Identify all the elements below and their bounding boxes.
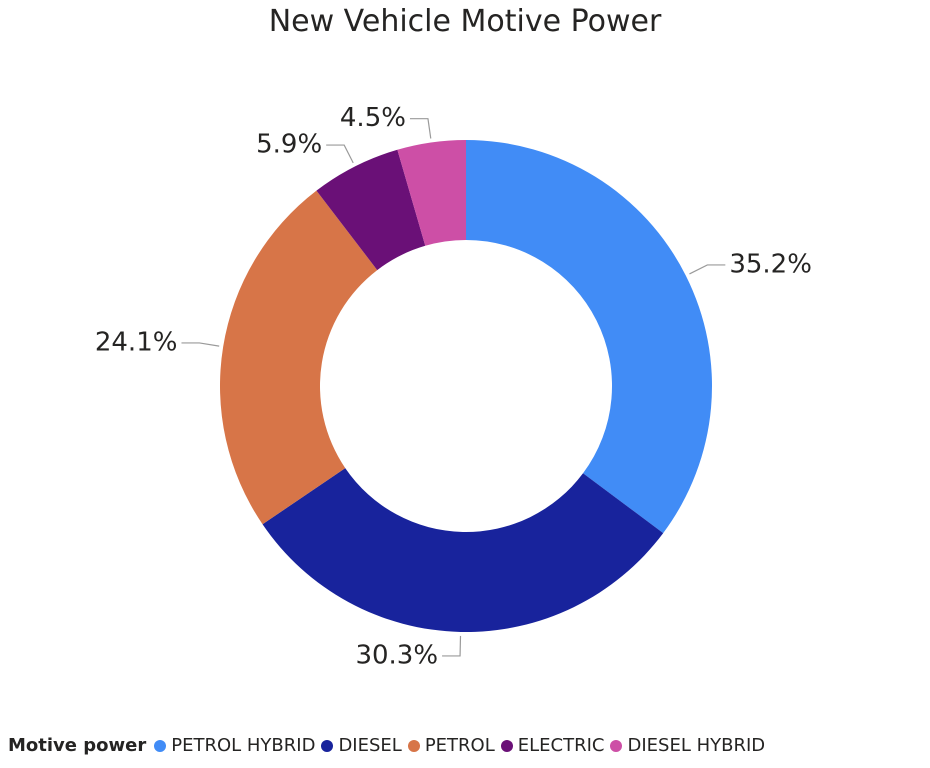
legend: Motive power PETROL HYBRID DIESEL PETROL… bbox=[8, 735, 771, 756]
legend-label: PETROL HYBRID bbox=[171, 735, 316, 756]
legend-label: ELECTRIC bbox=[517, 735, 605, 756]
legend-swatch bbox=[500, 739, 513, 752]
legend-item-petrol-hybrid[interactable]: PETROL HYBRID bbox=[154, 735, 315, 756]
legend-item-electric[interactable]: ELECTRIC bbox=[500, 735, 605, 756]
leader-line-petrol-hybrid bbox=[689, 264, 726, 275]
legend-swatch bbox=[610, 739, 623, 752]
data-label-diesel: 30.3% bbox=[355, 640, 438, 670]
leader-line-petrol bbox=[181, 342, 220, 347]
slice-petrol-hybrid[interactable] bbox=[466, 140, 712, 534]
data-label-petrol-hybrid: 35.2% bbox=[729, 249, 812, 279]
slice-electric[interactable] bbox=[316, 149, 426, 271]
legend-swatch bbox=[154, 739, 167, 752]
legend-label: DIESEL bbox=[338, 735, 402, 756]
data-label-diesel-hybrid: 4.5% bbox=[340, 103, 406, 133]
legend-item-petrol[interactable]: PETROL bbox=[407, 735, 495, 756]
legend-title: Motive power bbox=[8, 735, 147, 756]
slice-diesel[interactable] bbox=[262, 468, 664, 633]
leader-line-diesel bbox=[442, 635, 462, 657]
slice-petrol[interactable] bbox=[219, 190, 378, 525]
legend-item-diesel-hybrid[interactable]: DIESEL HYBRID bbox=[610, 735, 765, 756]
data-label-petrol: 24.1% bbox=[95, 327, 178, 357]
leader-line-diesel-hybrid bbox=[409, 118, 432, 139]
data-label-electric: 5.9% bbox=[256, 130, 322, 160]
leader-line-electric bbox=[326, 144, 354, 164]
chart-title: New Vehicle Motive Power bbox=[268, 4, 662, 39]
legend-label: DIESEL HYBRID bbox=[627, 735, 766, 756]
legend-label: PETROL bbox=[424, 735, 495, 756]
legend-swatch bbox=[407, 739, 420, 752]
legend-item-diesel[interactable]: DIESEL bbox=[321, 735, 402, 756]
slice-diesel-hybrid[interactable] bbox=[397, 140, 466, 246]
legend-swatch bbox=[321, 739, 334, 752]
donut-chart: 35.2% 30.3% 24.1% 5.9% 4.5% bbox=[95, 103, 812, 670]
